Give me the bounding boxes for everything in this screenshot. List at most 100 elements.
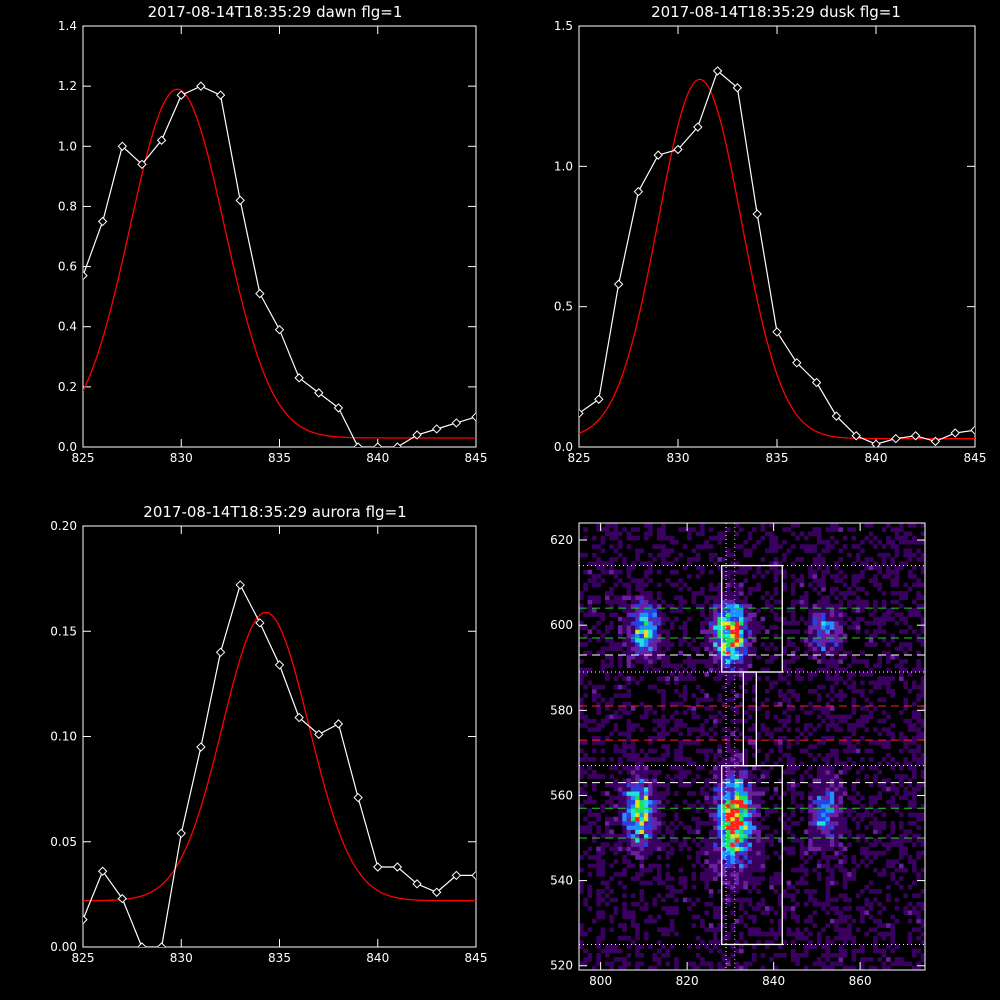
dawn-data-point-0 — [83, 270, 88, 281]
dusk-data-point-17 — [910, 431, 921, 441]
aurora-data-point-14 — [353, 792, 363, 803]
heatmap-xtick-label-0: 800 — [589, 974, 612, 988]
dusk-xtick-label-0: 825 — [568, 451, 591, 465]
dawn-data-point-8 — [235, 195, 245, 206]
aurora-ytick-label-4: 0.20 — [50, 519, 77, 533]
dawn-ytick-label-5: 1.0 — [58, 139, 77, 153]
dawn-data-point-18 — [431, 424, 442, 434]
dusk-xtick-label-1: 830 — [667, 451, 690, 465]
dusk-ytick-label-1: 0.5 — [554, 300, 573, 314]
dusk-data-point-13 — [831, 411, 842, 421]
aurora-ytick-label-1: 0.05 — [50, 835, 77, 849]
heatmap-panel: 800 820 840 860 520 540 560 580 600 620 — [550, 522, 926, 988]
dawn-xtick-label-3: 840 — [366, 451, 389, 465]
dawn-xtick-label-1: 830 — [170, 451, 193, 465]
heatmap-ytick-label-5: 620 — [550, 533, 573, 547]
aurora-data-point-20 — [471, 870, 476, 881]
dusk-xtick-label-2: 835 — [766, 451, 789, 465]
dawn-data-point-2 — [117, 141, 128, 151]
dusk-data-point-3 — [633, 186, 644, 197]
dusk-panel: 2017-08-14T18:35:29 dusk flg=1 825 830 835… — [554, 3, 987, 465]
heatmap-ytick-label-2: 560 — [550, 788, 573, 802]
dawn-data-point-15 — [373, 442, 383, 447]
dusk-data-point-19 — [950, 428, 960, 438]
dawn-xtick-label-0: 825 — [72, 451, 95, 465]
dawn-ytick-label-2: 0.4 — [58, 320, 77, 334]
dusk-xtick-label-4: 845 — [964, 451, 987, 465]
aurora-data-point-5 — [176, 828, 186, 839]
aurora-data-point-10 — [274, 660, 285, 670]
aurora-data-point-7 — [215, 647, 226, 658]
dusk-data-point-8 — [732, 83, 743, 93]
dusk-data-point-1 — [594, 394, 604, 404]
dawn-panel: 2017-08-14T18:35:29 dawn flg=1 825 830 835… — [58, 3, 488, 465]
dusk-data-point-20 — [970, 425, 975, 435]
dawn-ytick-label-0: 0.0 — [58, 440, 77, 454]
dawn-axes-frame — [82, 25, 477, 448]
dawn-data-point-1 — [97, 216, 108, 227]
aurora-data-point-18 — [431, 887, 442, 897]
aurora-data-point-4 — [156, 942, 167, 947]
dusk-data-point-7 — [712, 66, 723, 76]
dawn-data-point-11 — [294, 373, 304, 383]
dawn-ytick-label-1: 0.2 — [58, 380, 77, 394]
dawn-data-point-3 — [137, 159, 147, 170]
aurora-panel: 2017-08-14T18:35:29 aurora flg=1 825 830 8… — [50, 503, 487, 965]
dawn-data-point-19 — [451, 418, 462, 428]
dusk-data-point-6 — [693, 122, 703, 132]
aurora-data-point-13 — [333, 719, 344, 729]
heatmap-xtick-label-3: 860 — [849, 974, 872, 988]
dawn-ytick-label-6: 1.2 — [58, 79, 77, 93]
aurora-data-point-17 — [412, 879, 422, 889]
aurora-xtick-label-4: 845 — [465, 951, 488, 965]
aurora-xtick-label-2: 835 — [268, 951, 291, 965]
aurora-data-point-2 — [117, 893, 128, 904]
dusk-data-point-5 — [673, 144, 683, 155]
aurora-axes-frame — [82, 525, 477, 948]
dawn-ytick-label-3: 0.6 — [58, 260, 77, 274]
dawn-data-point-6 — [196, 81, 206, 91]
dusk-data-point-11 — [792, 358, 802, 368]
dawn-data-point-14 — [353, 442, 363, 447]
aurora-data-point-15 — [373, 862, 383, 872]
dawn-data-point-12 — [314, 388, 324, 398]
aurora-data-point-16 — [392, 862, 403, 872]
dawn-data-point-17 — [412, 430, 422, 440]
aurora-xtick-label-1: 830 — [170, 951, 193, 965]
dusk-data-point-4 — [653, 150, 663, 160]
dusk-ytick-label-3: 1.5 — [554, 19, 573, 33]
heatmap-cells — [579, 523, 926, 971]
aurora-data-point-9 — [255, 618, 265, 628]
dusk-ytick-label-2: 1.0 — [554, 159, 573, 173]
dawn-xtick-label-4: 845 — [465, 451, 488, 465]
dusk-data-point-16 — [891, 433, 901, 444]
aurora-data-point-6 — [196, 742, 206, 752]
aurora-fit-curve — [83, 611, 476, 902]
heatmap-axes-frame — [578, 522, 926, 971]
dawn-data-point-7 — [215, 90, 226, 100]
dawn-fit-curve — [83, 88, 476, 439]
dusk-data-point-9 — [752, 209, 762, 219]
aurora-ytick-label-0: 0.00 — [50, 940, 77, 954]
dawn-title: 2017-08-14T18:35:29 dawn flg=1 — [148, 3, 403, 21]
heatmap-ytick-label-3: 580 — [550, 703, 573, 717]
dawn-data-point-13 — [333, 403, 344, 413]
aurora-ytick-label-3: 0.15 — [50, 624, 77, 638]
aurora-xtick-label-0: 825 — [72, 951, 95, 965]
dusk-axes-frame — [578, 25, 976, 448]
dawn-data-point-5 — [176, 90, 186, 100]
dawn-ytick-label-4: 0.8 — [58, 199, 77, 213]
heatmap-ytick-label-1: 540 — [550, 874, 573, 888]
aurora-data-point-1 — [97, 866, 108, 876]
aurora-data-point-3 — [137, 942, 147, 947]
dawn-data-point-4 — [156, 135, 167, 145]
aurora-data-point-8 — [235, 580, 245, 590]
dusk-data-point-0 — [579, 408, 584, 419]
dawn-ytick-label-7: 1.4 — [58, 19, 77, 33]
dawn-data-point-9 — [255, 288, 265, 299]
aurora-title: 2017-08-14T18:35:29 aurora flg=1 — [143, 503, 406, 521]
aurora-data-point-0 — [83, 914, 88, 925]
aurora-ytick-label-2: 0.10 — [50, 730, 77, 744]
